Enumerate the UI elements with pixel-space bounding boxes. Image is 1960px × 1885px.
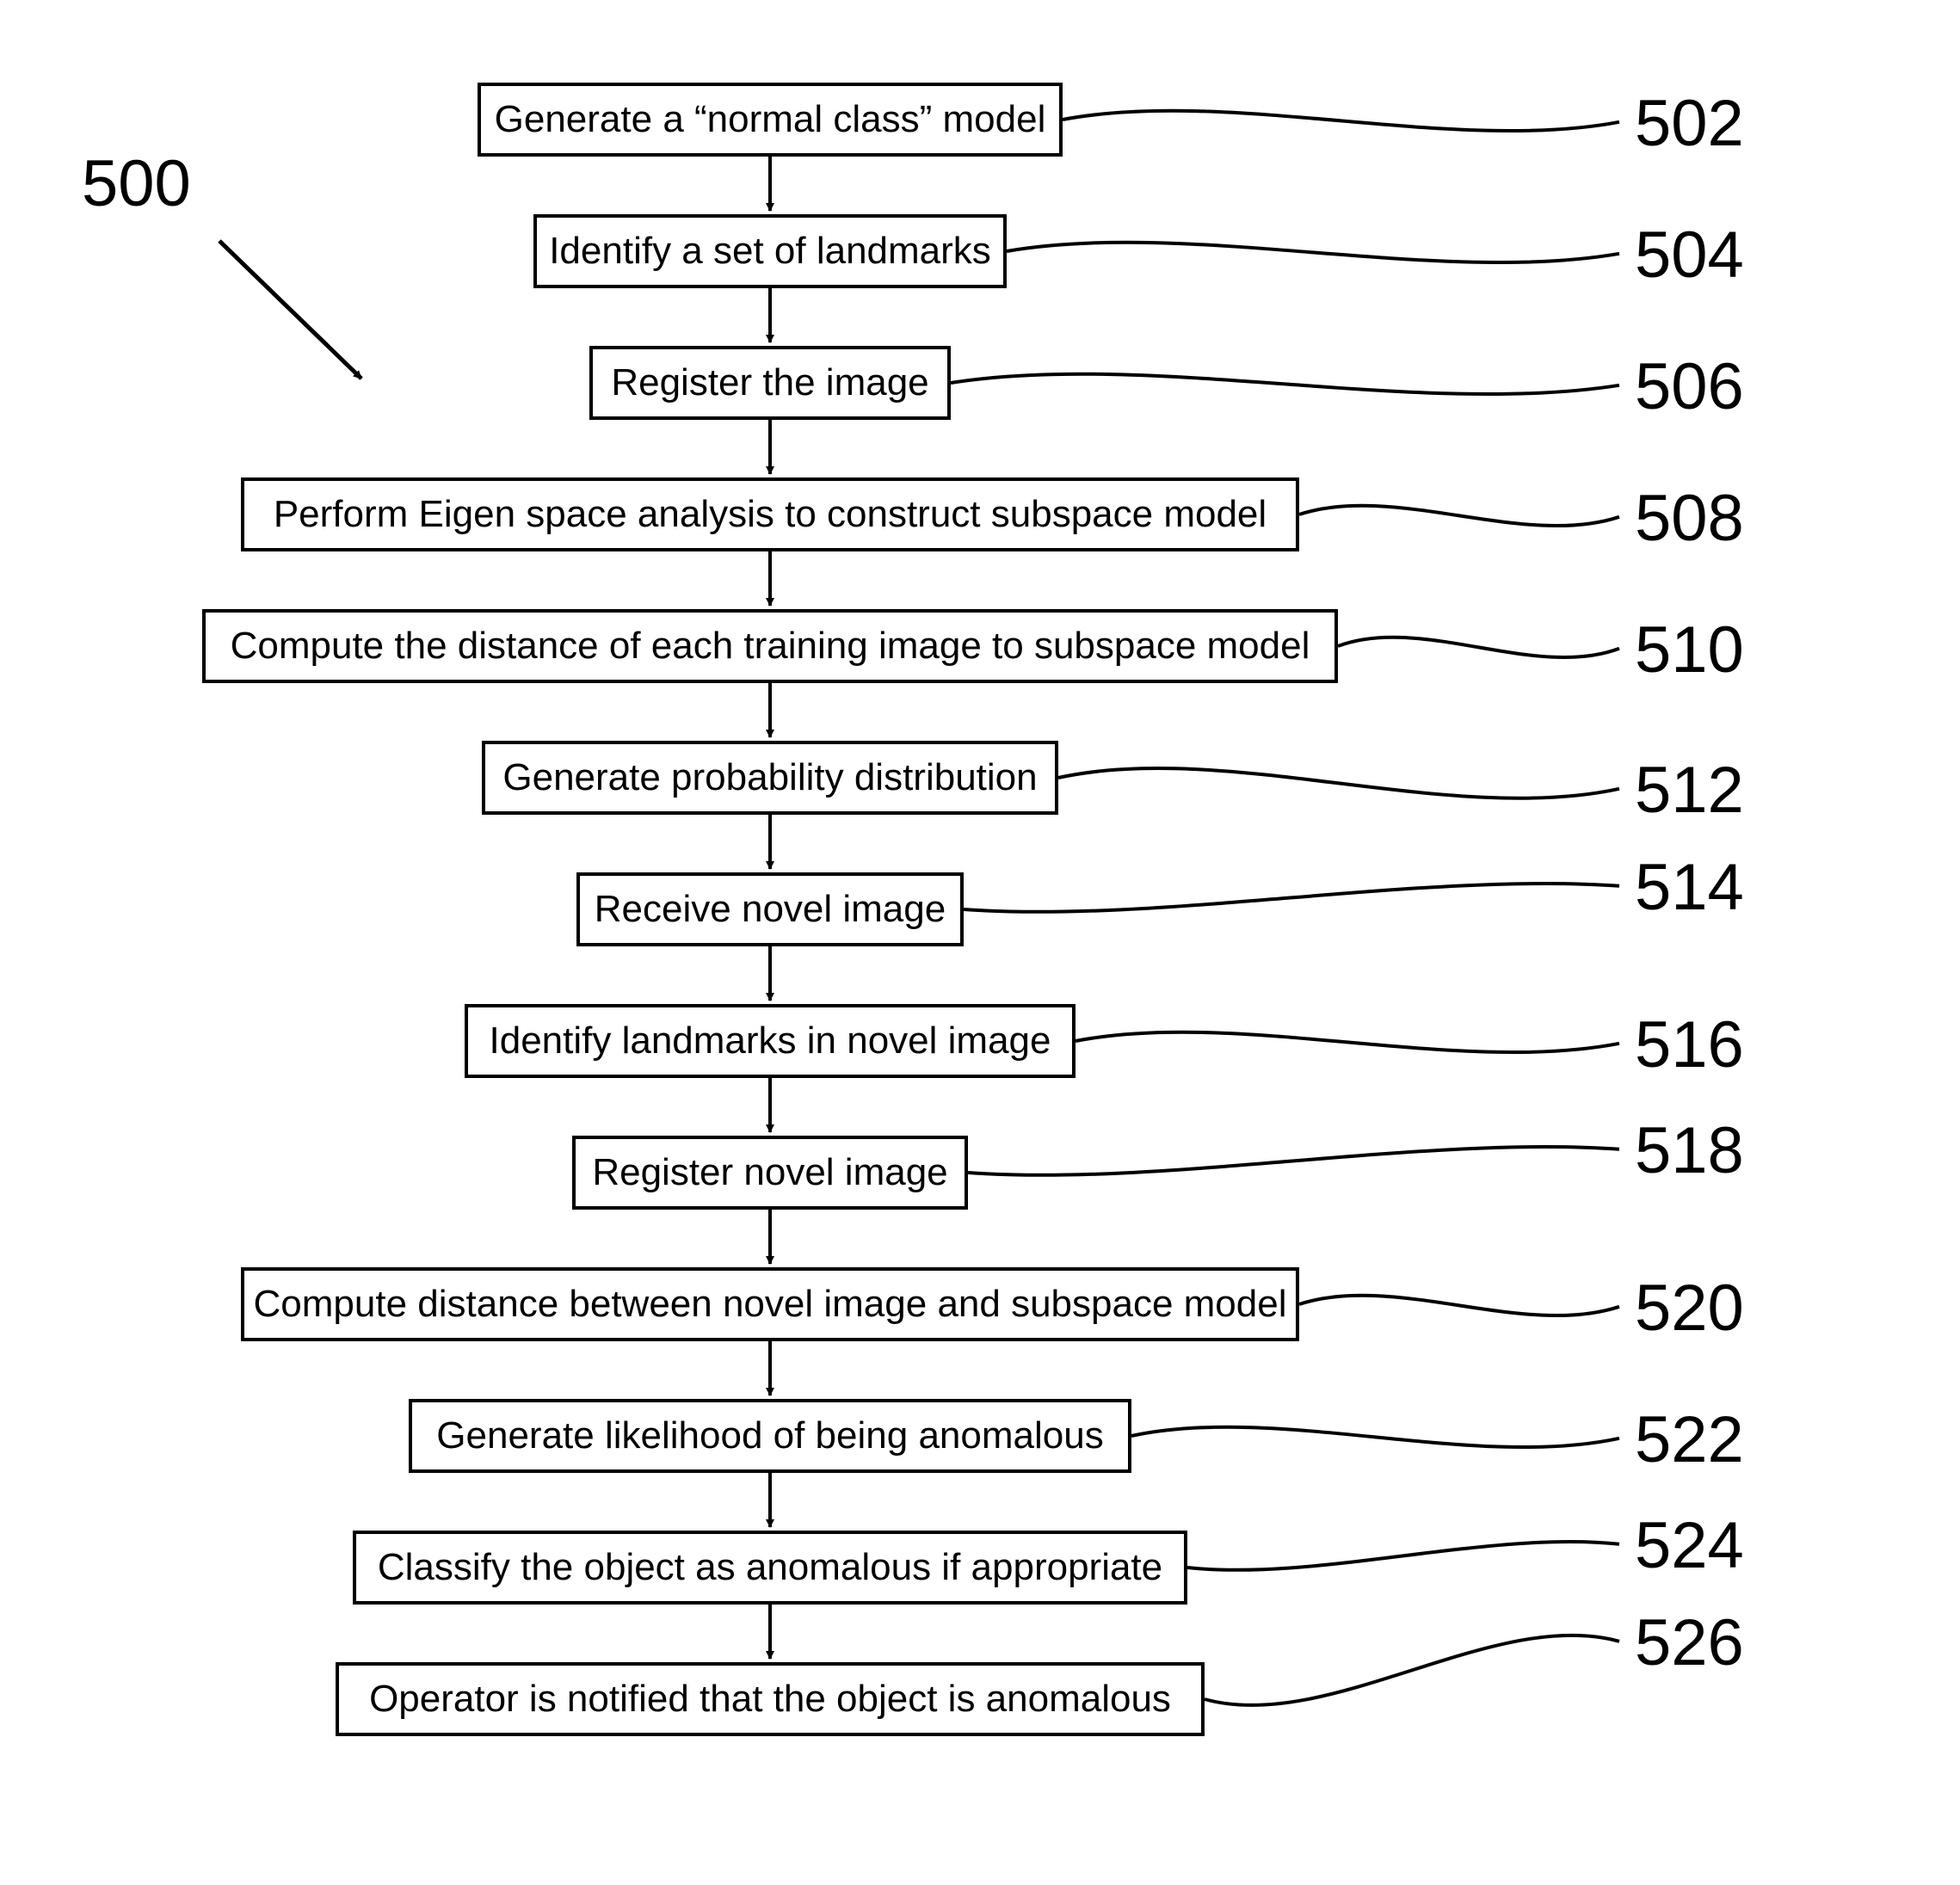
flow-step-506: Register the image (589, 346, 951, 420)
flow-step-label: Register novel image (592, 1151, 947, 1194)
ref-label-522: 522 (1635, 1402, 1744, 1477)
flow-step-520: Compute distance between novel image and… (241, 1267, 1299, 1341)
ref-label-524: 524 (1635, 1508, 1744, 1583)
diagram-reference-number: 500 (82, 146, 191, 221)
flow-step-504: Identify a set of landmarks (533, 214, 1007, 288)
flow-step-510: Compute the distance of each training im… (202, 609, 1338, 683)
ref-label-518: 518 (1635, 1113, 1744, 1188)
flow-step-label: Generate a “normal class” model (495, 98, 1046, 141)
flow-step-label: Classify the object as anomalous if appr… (378, 1546, 1162, 1589)
flow-step-label: Operator is notified that the object is … (369, 1678, 1171, 1721)
flow-step-label: Generate likelihood of being anomalous (436, 1414, 1103, 1457)
ref-label-520: 520 (1635, 1271, 1744, 1346)
ref-label-508: 508 (1635, 481, 1744, 556)
flow-step-524: Classify the object as anomalous if appr… (353, 1531, 1187, 1605)
flow-step-label: Compute the distance of each training im… (231, 625, 1310, 668)
flow-step-label: Identify landmarks in novel image (490, 1020, 1051, 1063)
ref-label-504: 504 (1635, 218, 1744, 293)
flow-step-label: Generate probability distribution (502, 756, 1037, 799)
flow-step-526: Operator is notified that the object is … (336, 1662, 1205, 1736)
flow-step-512: Generate probability distribution (482, 741, 1058, 815)
flow-step-label: Receive novel image (595, 888, 946, 931)
flow-step-label: Compute distance between novel image and… (254, 1283, 1287, 1326)
flow-step-514: Receive novel image (576, 872, 964, 946)
flow-step-label: Perform Eigen space analysis to construc… (274, 493, 1267, 536)
flow-step-516: Identify landmarks in novel image (465, 1004, 1076, 1078)
ref-label-512: 512 (1635, 753, 1744, 828)
flow-step-508: Perform Eigen space analysis to construc… (241, 477, 1299, 551)
flow-step-502: Generate a “normal class” model (478, 83, 1063, 157)
ref-label-510: 510 (1635, 613, 1744, 687)
ref-label-526: 526 (1635, 1605, 1744, 1680)
ref-label-506: 506 (1635, 349, 1744, 424)
flow-step-label: Identify a set of landmarks (549, 230, 991, 273)
flow-step-518: Register novel image (572, 1136, 968, 1210)
ref-label-514: 514 (1635, 850, 1744, 925)
ref-label-516: 516 (1635, 1007, 1744, 1082)
flow-step-522: Generate likelihood of being anomalous (409, 1399, 1131, 1473)
ref-label-502: 502 (1635, 86, 1744, 161)
flow-step-label: Register the image (611, 361, 928, 404)
